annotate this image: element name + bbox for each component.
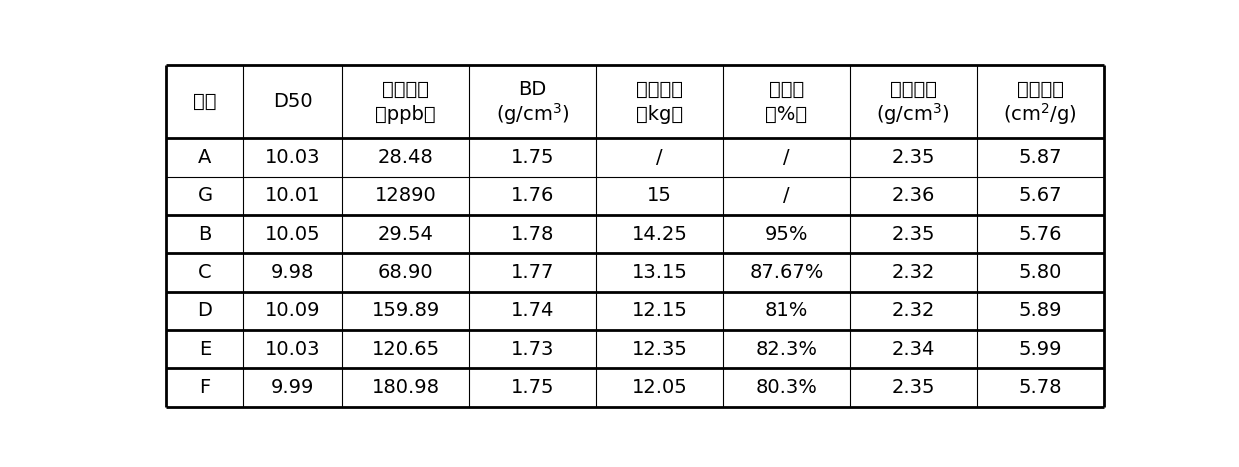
Text: G: G bbox=[197, 186, 213, 205]
Text: 1.75: 1.75 bbox=[510, 148, 554, 167]
Text: 1.78: 1.78 bbox=[510, 225, 554, 244]
Text: 5.76: 5.76 bbox=[1018, 225, 1062, 244]
Text: 159.89: 159.89 bbox=[372, 301, 440, 320]
Text: 87.67%: 87.67% bbox=[750, 263, 824, 282]
Text: 回收率: 回收率 bbox=[768, 80, 804, 99]
Text: 28.48: 28.48 bbox=[378, 148, 434, 167]
Text: 物料重量: 物料重量 bbox=[636, 80, 683, 99]
Text: /: / bbox=[657, 148, 663, 167]
Text: 68.90: 68.90 bbox=[378, 263, 434, 282]
Text: 2.32: 2.32 bbox=[892, 263, 935, 282]
Text: 10.03: 10.03 bbox=[265, 340, 321, 359]
Text: 1.76: 1.76 bbox=[510, 186, 554, 205]
Text: /: / bbox=[783, 186, 789, 205]
Text: D50: D50 bbox=[273, 92, 312, 111]
Text: E: E bbox=[198, 340, 211, 359]
Text: （%）: （%） bbox=[766, 105, 808, 124]
Text: 10.09: 10.09 bbox=[265, 301, 321, 320]
Text: 2.35: 2.35 bbox=[892, 225, 935, 244]
Text: 1.73: 1.73 bbox=[510, 340, 554, 359]
Text: (g/cm$^3$): (g/cm$^3$) bbox=[876, 101, 950, 127]
Text: C: C bbox=[198, 263, 212, 282]
Text: 12.15: 12.15 bbox=[632, 301, 688, 320]
Text: （ppb）: （ppb） bbox=[375, 105, 436, 124]
Text: 10.01: 10.01 bbox=[265, 186, 321, 205]
Text: 5.78: 5.78 bbox=[1018, 378, 1062, 397]
Text: BD: BD bbox=[518, 80, 546, 99]
Text: 2.35: 2.35 bbox=[892, 378, 935, 397]
Text: 磁性物质: 磁性物质 bbox=[382, 80, 429, 99]
Text: 5.80: 5.80 bbox=[1018, 263, 1062, 282]
Text: 5.89: 5.89 bbox=[1018, 301, 1062, 320]
Text: 12890: 12890 bbox=[374, 186, 436, 205]
Text: 理论密度: 理论密度 bbox=[890, 80, 937, 99]
Text: 9.98: 9.98 bbox=[271, 263, 315, 282]
Text: （kg）: （kg） bbox=[636, 105, 683, 124]
Text: 5.67: 5.67 bbox=[1018, 186, 1062, 205]
Text: 81%: 81% bbox=[764, 301, 808, 320]
Text: 12.05: 12.05 bbox=[632, 378, 688, 397]
Text: (cm$^2$/g): (cm$^2$/g) bbox=[1004, 101, 1077, 127]
Text: 80.3%: 80.3% bbox=[756, 378, 818, 397]
Text: 120.65: 120.65 bbox=[372, 340, 440, 359]
Text: 2.34: 2.34 bbox=[892, 340, 935, 359]
Text: (g/cm$^3$): (g/cm$^3$) bbox=[496, 101, 570, 127]
Text: 比表面积: 比表面积 bbox=[1017, 80, 1063, 99]
Text: 29.54: 29.54 bbox=[378, 225, 434, 244]
Text: 14.25: 14.25 bbox=[632, 225, 688, 244]
Text: 13.15: 13.15 bbox=[632, 263, 688, 282]
Text: 82.3%: 82.3% bbox=[756, 340, 818, 359]
Text: /: / bbox=[783, 148, 789, 167]
Text: 10.05: 10.05 bbox=[265, 225, 321, 244]
Text: 9.99: 9.99 bbox=[271, 378, 315, 397]
Text: 15: 15 bbox=[647, 186, 672, 205]
Text: 1.77: 1.77 bbox=[510, 263, 554, 282]
Text: 2.35: 2.35 bbox=[892, 148, 935, 167]
Text: A: A bbox=[198, 148, 212, 167]
Text: D: D bbox=[197, 301, 212, 320]
Text: 5.99: 5.99 bbox=[1018, 340, 1062, 359]
Text: B: B bbox=[198, 225, 212, 244]
Text: F: F bbox=[199, 378, 211, 397]
Text: 5.87: 5.87 bbox=[1018, 148, 1062, 167]
Text: 12.35: 12.35 bbox=[632, 340, 688, 359]
Text: 2.36: 2.36 bbox=[892, 186, 935, 205]
Text: 10.03: 10.03 bbox=[265, 148, 321, 167]
Text: 2.32: 2.32 bbox=[892, 301, 935, 320]
Text: 95%: 95% bbox=[764, 225, 808, 244]
Text: 180.98: 180.98 bbox=[372, 378, 440, 397]
Text: 样品: 样品 bbox=[193, 92, 217, 111]
Text: 1.75: 1.75 bbox=[510, 378, 554, 397]
Text: 1.74: 1.74 bbox=[510, 301, 554, 320]
